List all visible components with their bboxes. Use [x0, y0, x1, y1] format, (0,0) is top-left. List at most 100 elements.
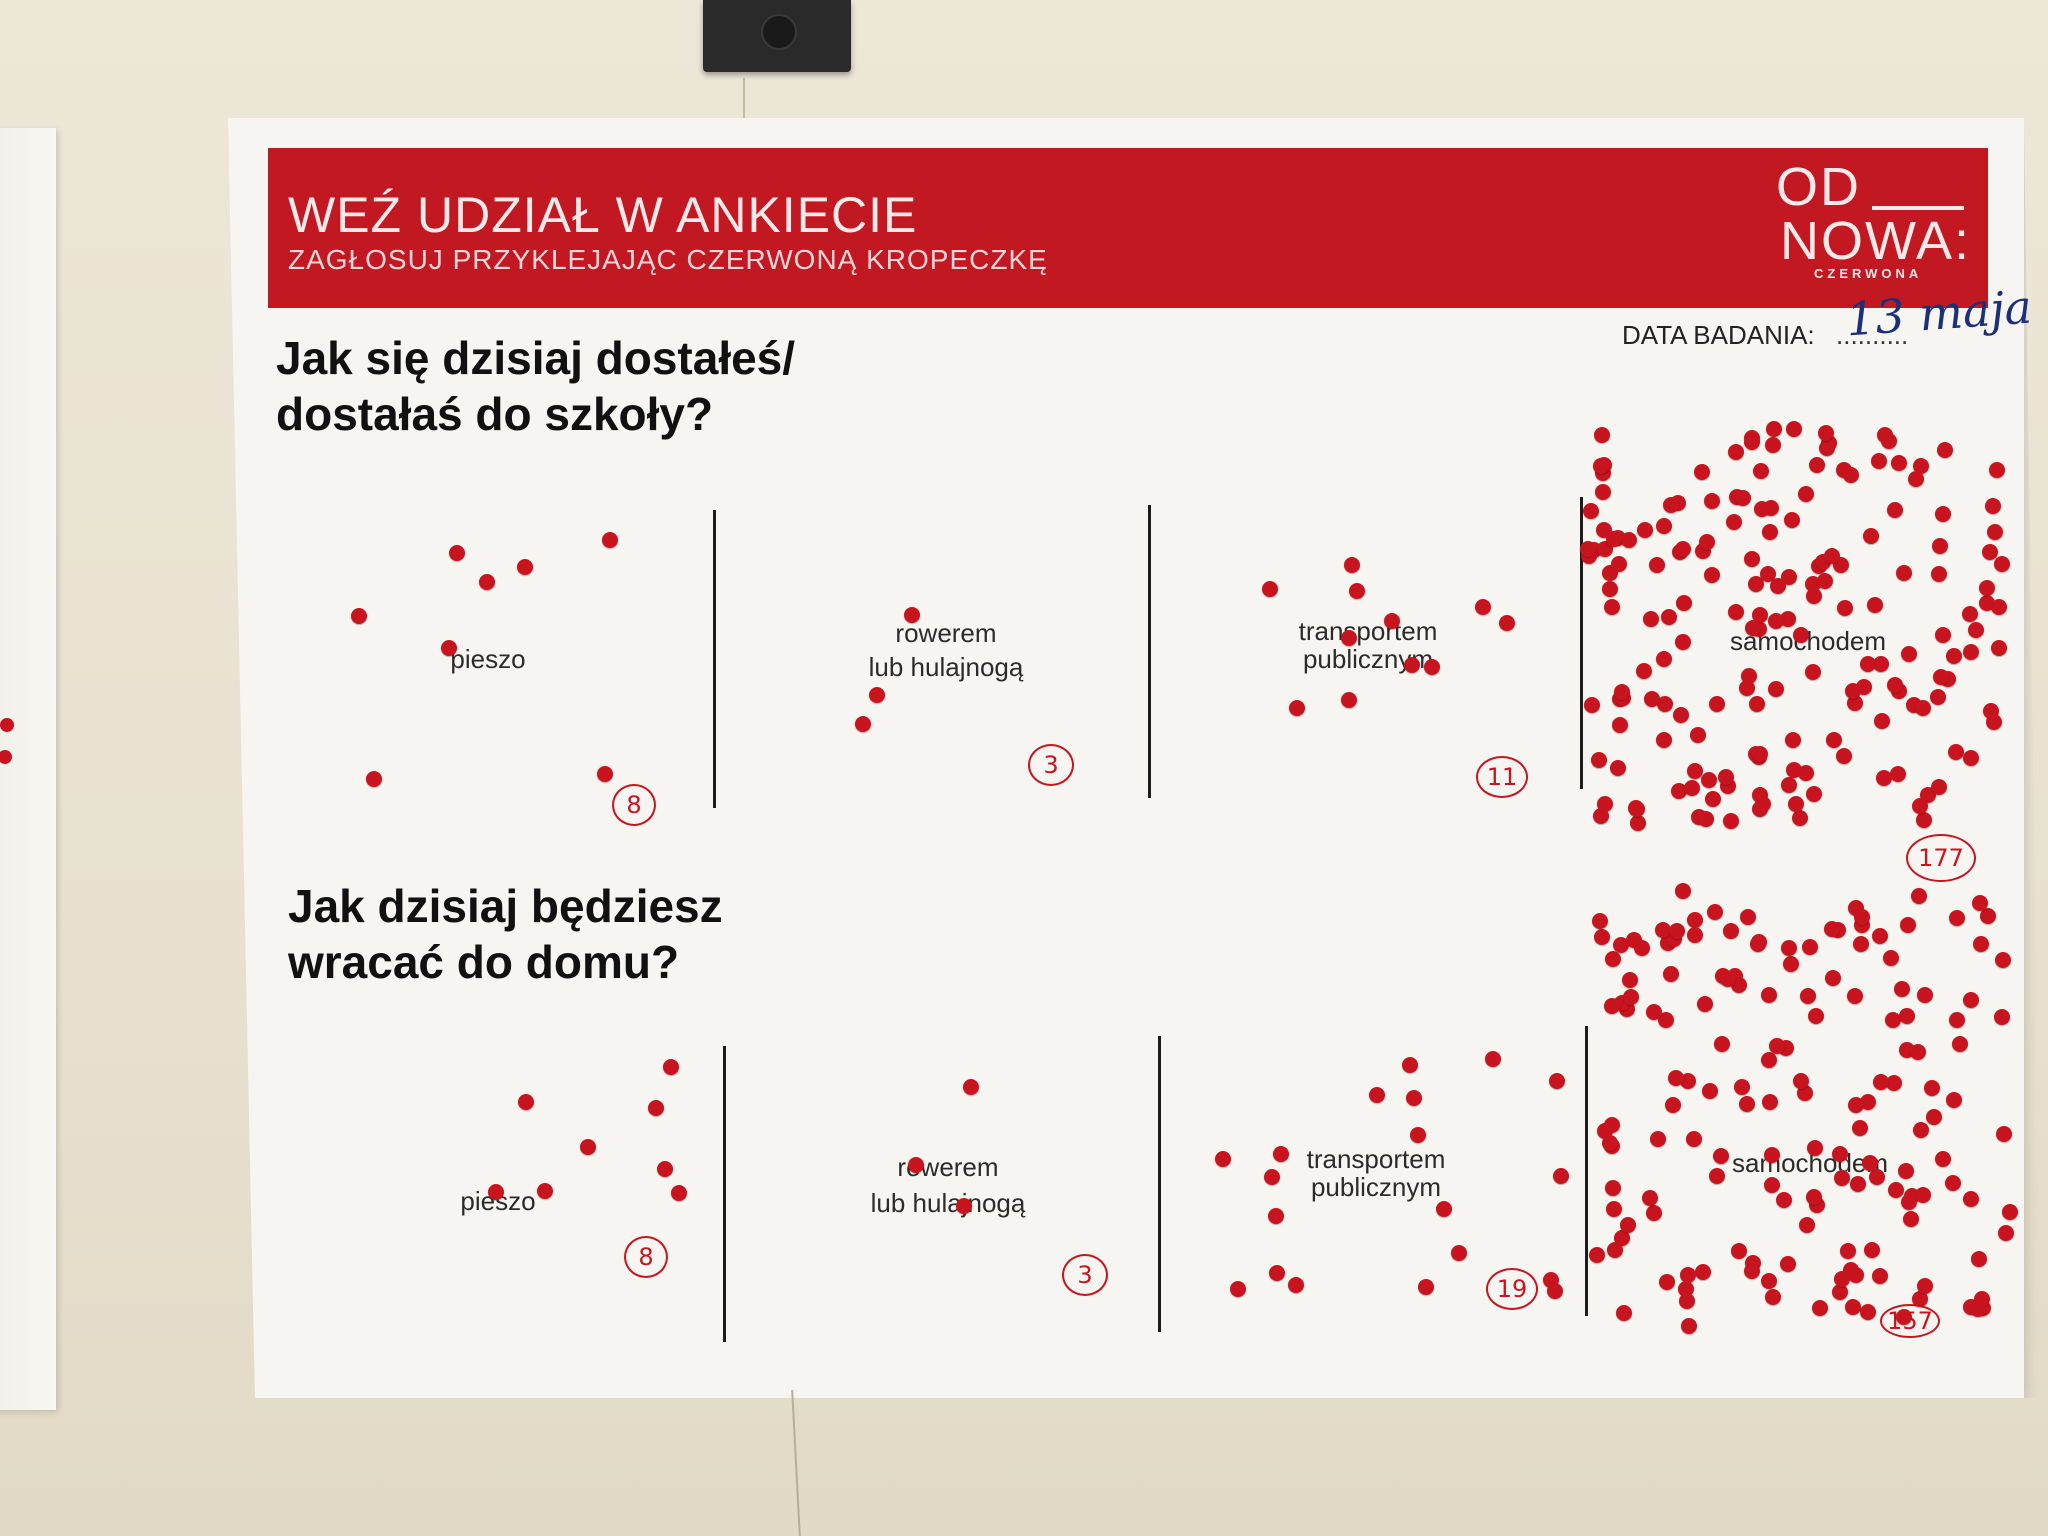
sticker-dot — [1604, 599, 1620, 615]
sticker-dot — [1809, 457, 1825, 473]
sticker-dot — [0, 718, 14, 732]
sticker-dot — [1854, 909, 1870, 925]
sticker-dot — [1985, 498, 2001, 514]
sticker-dot — [1402, 1057, 1418, 1073]
banner-subtitle: ZAGŁOSUJ PRZYKLEJAJĄC CZERWONĄ KROPECZKĘ — [288, 244, 1048, 275]
sticker-dot — [1890, 766, 1906, 782]
sticker-dot — [1903, 1211, 1919, 1227]
sticker-dot — [0, 750, 12, 764]
logo-underline — [1872, 206, 1964, 210]
sticker-dot — [1634, 940, 1650, 956]
sticker-dot — [1786, 421, 1802, 437]
sticker-dot — [1637, 522, 1653, 538]
sticker-dot — [1612, 717, 1628, 733]
survey-poster — [228, 118, 2024, 1398]
sticker-dot — [1602, 565, 1618, 581]
count-transit: 19 — [1486, 1268, 1538, 1310]
sticker-dot — [1629, 801, 1645, 817]
sticker-dot — [1739, 680, 1755, 696]
sticker-dot — [1972, 895, 1988, 911]
sticker-dot — [1656, 518, 1672, 534]
sticker-dot — [1860, 1094, 1876, 1110]
sticker-dot — [1930, 689, 1946, 705]
sticker-dot — [1687, 927, 1703, 943]
sticker-dot — [1996, 1126, 2012, 1142]
sticker-dot — [1583, 503, 1599, 519]
sticker-dot — [1614, 684, 1630, 700]
sticker-dot — [1595, 484, 1611, 500]
sticker-dot — [1776, 1192, 1792, 1208]
sticker-dot — [1424, 659, 1440, 675]
sticker-dot — [1766, 421, 1782, 437]
sticker-dot — [1268, 1208, 1284, 1224]
sticker-dot — [1593, 808, 1609, 824]
sticker-dot — [1621, 532, 1637, 548]
sticker-dot — [1912, 1291, 1928, 1307]
sticker-dot — [1899, 1008, 1915, 1024]
sticker-dot — [1788, 796, 1804, 812]
sticker-dot — [1765, 437, 1781, 453]
sticker-dot — [1714, 1036, 1730, 1052]
sticker-dot — [1665, 1097, 1681, 1113]
sticker-dot — [1349, 583, 1365, 599]
sticker-dot — [1604, 998, 1620, 1014]
sticker-dot — [956, 1198, 972, 1214]
sticker-dot — [1753, 463, 1769, 479]
sticker-dot — [1935, 1151, 1951, 1167]
sticker-dot — [1812, 1300, 1828, 1316]
sticker-dot — [1979, 580, 1995, 596]
sticker-dot — [1744, 1263, 1760, 1279]
sticker-dot — [1499, 615, 1515, 631]
logo-line1: OD — [1776, 157, 1861, 217]
sticker-dot — [1761, 1052, 1777, 1068]
sticker-dot — [1589, 1247, 1605, 1263]
sticker-dot — [517, 559, 533, 575]
sticker-dot — [963, 1079, 979, 1095]
wall-socket — [703, 0, 851, 72]
sticker-dot — [663, 1059, 679, 1075]
sticker-dot — [1643, 611, 1659, 627]
sticker-dot — [1898, 1163, 1914, 1179]
sticker-dot — [1847, 695, 1863, 711]
sticker-dot — [1783, 956, 1799, 972]
sticker-dot — [1701, 772, 1717, 788]
sticker-dot — [1344, 557, 1360, 573]
sticker-dot — [1963, 1191, 1979, 1207]
sticker-dot — [1734, 1079, 1750, 1095]
sticker-dot — [1644, 691, 1660, 707]
sticker-dot — [1341, 692, 1357, 708]
sticker-dot — [1646, 1205, 1662, 1221]
column-divider — [1148, 505, 1151, 798]
sticker-dot — [1994, 1009, 2010, 1025]
count-transit: 11 — [1476, 756, 1528, 798]
sticker-dot — [1949, 1012, 1965, 1028]
sticker-dot — [1913, 1122, 1929, 1138]
sticker-dot — [1896, 565, 1912, 581]
option-label-bike: rowerem — [897, 1152, 999, 1182]
sticker-dot — [1752, 801, 1768, 817]
date-dots: .......... — [1836, 320, 1909, 350]
sticker-dot — [1781, 940, 1797, 956]
sticker-dot — [1687, 912, 1703, 928]
question-1-title-line1: Jak się dzisiaj dostałeś/ — [276, 332, 796, 384]
sticker-dot — [1901, 1194, 1917, 1210]
sticker-dot — [1837, 600, 1853, 616]
sticker-dot — [1874, 713, 1890, 729]
sticker-dot — [1785, 732, 1801, 748]
sticker-dot — [1668, 1070, 1684, 1086]
option-label-walk: pieszo — [450, 644, 526, 674]
sticker-dot — [1485, 1051, 1501, 1067]
sticker-dot — [1690, 727, 1706, 743]
sticker-dot — [1723, 813, 1739, 829]
sticker-dot — [1860, 656, 1876, 672]
sticker-dot — [1215, 1151, 1231, 1167]
sticker-dot — [1622, 972, 1638, 988]
sticker-dot — [1704, 493, 1720, 509]
sticker-dot — [1840, 1243, 1856, 1259]
sticker-dot — [537, 1183, 553, 1199]
column-divider — [1158, 1036, 1161, 1332]
sticker-dot — [1910, 1044, 1926, 1060]
sticker-dot — [1765, 1289, 1781, 1305]
sticker-dot — [1819, 440, 1835, 456]
sticker-dot — [1867, 597, 1883, 613]
